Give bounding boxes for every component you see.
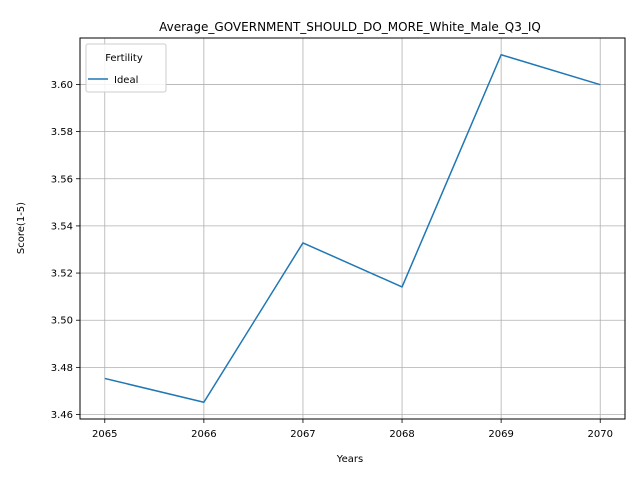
legend: Fertility Ideal	[85, 43, 167, 93]
x-tick-label: 2066	[191, 429, 216, 440]
legend-box	[85, 43, 167, 93]
y-axis-label: Score(1-5)	[16, 202, 27, 254]
x-tick-label: 2068	[389, 429, 414, 440]
y-axis-ticks: 3.46 3.48 3.50 3.52 3.54 3.56 3.58 3.60	[51, 80, 80, 421]
x-tick-label: 2067	[290, 429, 315, 440]
x-tick-label: 2069	[488, 429, 513, 440]
x-axis-ticks: 2065 2066 2067 2068 2069 2070	[92, 419, 613, 440]
plot-frame	[79, 37, 626, 420]
x-tick-label: 2070	[588, 429, 613, 440]
chart-title: Average_GOVERNMENT_SHOULD_DO_MORE_White_…	[159, 20, 541, 34]
legend-entry-ideal: Ideal	[114, 75, 138, 86]
y-tick-label: 3.46	[51, 410, 73, 421]
y-tick-label: 3.48	[51, 363, 73, 374]
series-line-ideal	[104, 53, 601, 404]
y-tick-label: 3.54	[51, 221, 73, 232]
y-tick-label: 3.56	[51, 174, 73, 185]
grid-lines	[80, 38, 625, 419]
y-tick-label: 3.50	[51, 316, 73, 327]
series-lines	[104, 53, 601, 404]
x-tick-label: 2065	[92, 429, 117, 440]
legend-title: Fertility	[105, 53, 143, 64]
y-tick-label: 3.52	[51, 269, 73, 280]
y-tick-label: 3.60	[51, 80, 73, 91]
x-axis-label: Years	[336, 454, 363, 465]
y-tick-label: 3.58	[51, 127, 73, 138]
